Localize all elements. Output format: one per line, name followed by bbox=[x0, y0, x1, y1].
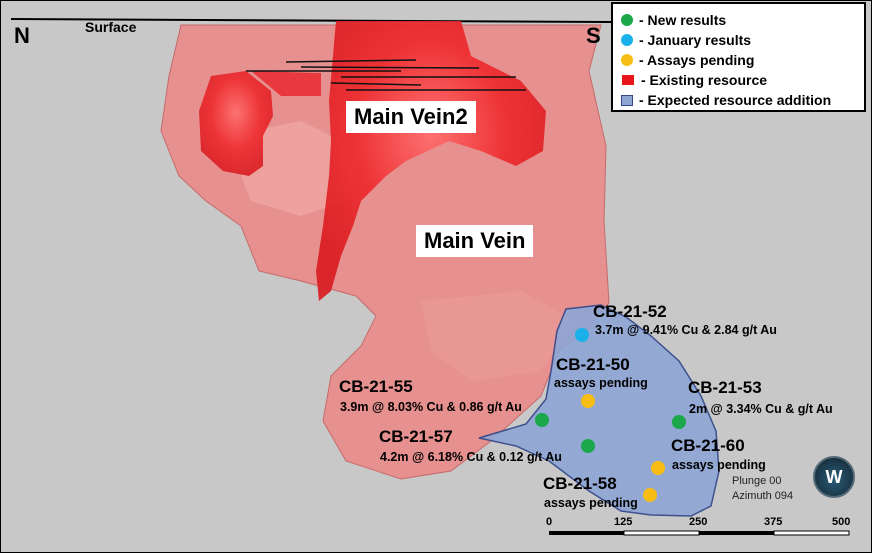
hole-result-cb-21-55: 3.9m @ 8.03% Cu & 0.86 g/t Au bbox=[340, 400, 522, 414]
scale-tick-0: 0 bbox=[546, 516, 553, 528]
existing-resource-main bbox=[316, 21, 546, 301]
hole-id-cb-21-55: CB-21-55 bbox=[339, 377, 413, 396]
vein-shading-lower bbox=[421, 291, 576, 381]
scale-tick-500: 500 bbox=[832, 516, 851, 528]
legend-item-existing-resource: - Existing resource bbox=[621, 70, 856, 90]
blue-dot-icon bbox=[621, 34, 633, 46]
legend-item-assays-pending: - Assays pending bbox=[621, 50, 856, 70]
north-label: N bbox=[14, 23, 30, 48]
marker-cb-21-57 bbox=[581, 439, 595, 453]
legend-label: - Existing resource bbox=[641, 72, 768, 88]
legend-label: - January results bbox=[639, 32, 752, 48]
drill-traces bbox=[246, 59, 526, 91]
yellow-dot-icon bbox=[621, 54, 633, 66]
drillhole-markers bbox=[535, 328, 686, 502]
marker-cb-21-53 bbox=[672, 415, 686, 429]
plunge-label: Plunge 00 bbox=[732, 475, 782, 487]
legend-item-expected-resource-addition: - Expected resource addition bbox=[621, 90, 856, 110]
hole-result-cb-21-53: 2m @ 3.34% Cu & g/t Au bbox=[689, 402, 833, 416]
legend-label: - Expected resource addition bbox=[639, 92, 832, 108]
hole-id-cb-21-60: CB-21-60 bbox=[671, 436, 745, 455]
scale-tick-250: 250 bbox=[689, 516, 708, 528]
main-vein2-label: Main Vein2 bbox=[346, 101, 476, 133]
scale-tick-125: 125 bbox=[614, 516, 633, 528]
red-square-icon bbox=[622, 75, 634, 85]
green-dot-icon bbox=[621, 14, 633, 26]
legend-item-new-results: - New results bbox=[621, 10, 856, 30]
marker-cb-21-50 bbox=[581, 394, 595, 408]
legend-label: - Assays pending bbox=[639, 52, 755, 68]
marker-cb-21-58 bbox=[643, 488, 657, 502]
main-vein-label: Main Vein bbox=[416, 225, 534, 257]
scale-tick-375: 375 bbox=[764, 516, 783, 528]
hole-result-cb-21-50: assays pending bbox=[554, 376, 648, 390]
legend-label: - New results bbox=[639, 12, 727, 28]
hole-result-cb-21-60: assays pending bbox=[672, 458, 766, 472]
hole-result-cb-21-52: 3.7m @ 9.41% Cu & 2.84 g/t Au bbox=[595, 323, 777, 337]
marker-cb-21-52 bbox=[575, 328, 589, 342]
blue-rectangle-icon bbox=[621, 94, 633, 106]
legend-item-january-results: - January results bbox=[621, 30, 856, 50]
hole-id-cb-21-50: CB-21-50 bbox=[556, 355, 630, 374]
hole-result-cb-21-58: assays pending bbox=[544, 496, 638, 510]
scale-bar bbox=[549, 530, 850, 536]
surface-line bbox=[10, 18, 612, 23]
hole-id-cb-21-57: CB-21-57 bbox=[379, 427, 453, 446]
south-label: S bbox=[586, 23, 601, 48]
marker-cb-21-55 bbox=[535, 413, 549, 427]
hole-id-cb-21-52: CB-21-52 bbox=[593, 302, 667, 321]
marker-cb-21-60 bbox=[651, 461, 665, 475]
existing-resource-left-upper bbox=[251, 71, 321, 96]
azimuth-label: Azimuth 094 bbox=[732, 490, 794, 502]
legend: - New results - January results - Assays… bbox=[611, 2, 866, 112]
company-logo: W bbox=[813, 456, 855, 498]
hole-id-cb-21-53: CB-21-53 bbox=[688, 378, 762, 397]
hole-result-cb-21-57: 4.2m @ 6.18% Cu & 0.12 g/t Au bbox=[380, 450, 562, 464]
hole-id-cb-21-58: CB-21-58 bbox=[543, 474, 617, 493]
existing-resource-left bbox=[199, 71, 273, 176]
logo-letter: W bbox=[825, 467, 843, 487]
surface-label: Surface bbox=[85, 19, 137, 35]
